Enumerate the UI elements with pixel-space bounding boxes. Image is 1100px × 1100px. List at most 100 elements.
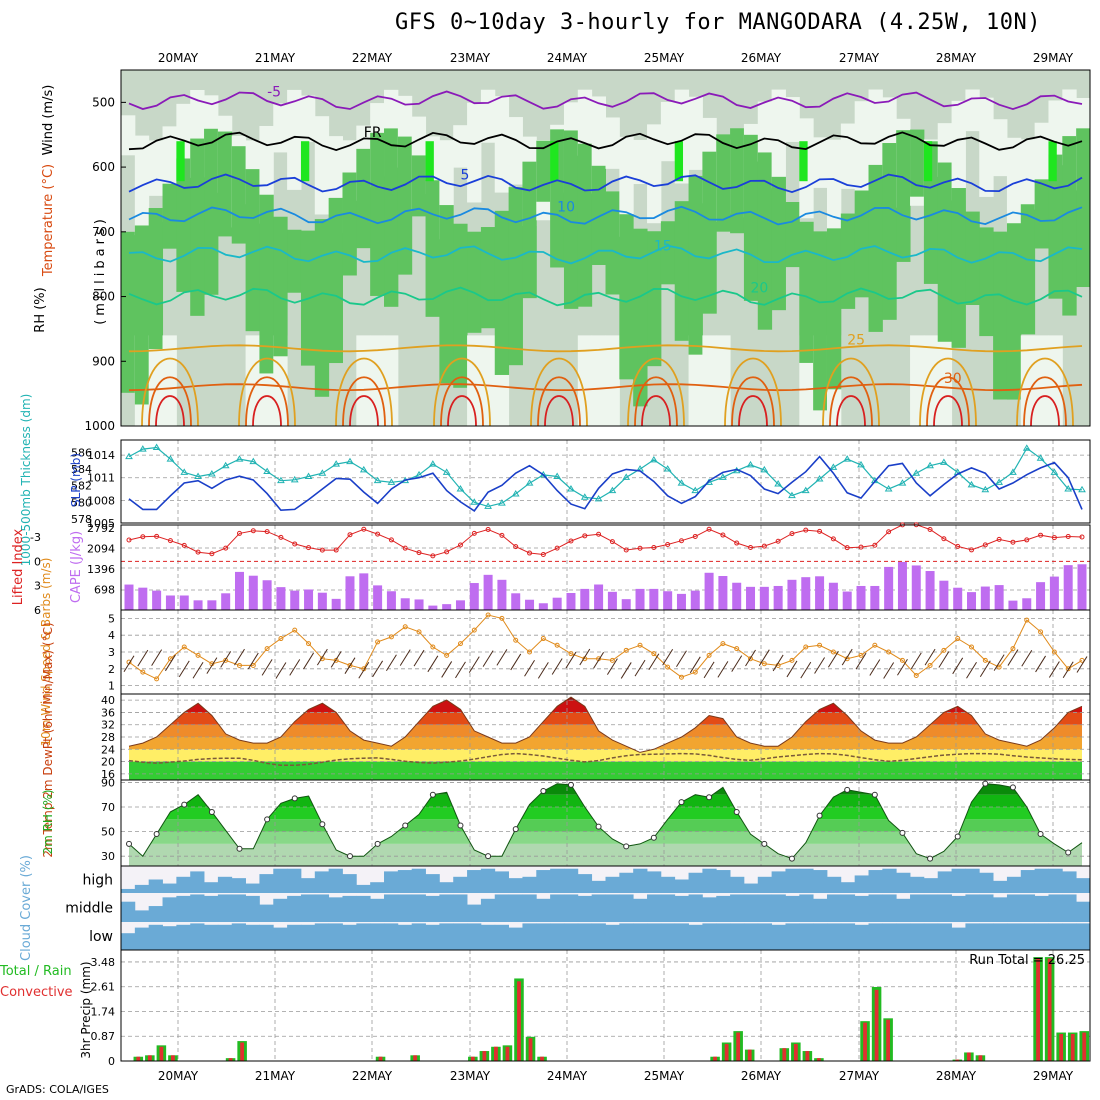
ylabel-lifted-index: Lifted Index (11, 528, 26, 605)
rh-saturated-patch (176, 141, 185, 182)
cloud-bar (134, 927, 150, 950)
bottom-day-label: 27MAY (839, 1069, 880, 1083)
rh-point (457, 822, 464, 829)
wind-speed-point (941, 647, 947, 653)
rh-moist-patch (480, 227, 496, 329)
rh-moist-patch (411, 155, 427, 217)
wind-speed-point (1024, 617, 1030, 623)
rh-dry-patch (1048, 335, 1063, 426)
cloud-bar (840, 882, 856, 893)
isotherm-dome (544, 395, 574, 427)
cloud-bar (467, 870, 482, 893)
cloud-bar (1076, 878, 1091, 893)
cape-bar (939, 580, 949, 610)
rh-moist-patch (522, 161, 537, 299)
isotherm-dome (238, 357, 296, 427)
thickness-tick-label: 580 (71, 496, 92, 509)
rh-moist-patch (993, 231, 1008, 400)
dewpoint-line (128, 752, 1083, 767)
precip-convective-bar (136, 1056, 141, 1061)
pressure-tick-label: 600 (92, 160, 115, 174)
rh-moist-patch (716, 134, 731, 232)
cloud-bar (1062, 923, 1077, 950)
rh-moist-patch (1048, 154, 1063, 299)
cloud-bar (480, 868, 496, 893)
cloud-bar (1006, 876, 1022, 893)
cloud-bar (508, 927, 523, 950)
cloud-bar (619, 923, 634, 950)
thickness-point (567, 484, 575, 492)
rh-point (982, 780, 989, 787)
isotherm-line (128, 344, 1083, 353)
cape-bar (746, 586, 756, 610)
lifted-index-point (1051, 535, 1057, 541)
cloud-bar (425, 895, 440, 922)
isotherm-dome (342, 376, 386, 427)
rh-moist-patch (287, 229, 302, 293)
cape-bar (594, 584, 604, 610)
thickness-point (484, 502, 492, 509)
thickness-point (221, 461, 230, 469)
cape-bar (234, 571, 244, 610)
rh-moist-patch (1076, 128, 1091, 288)
precip-convective-bar (805, 1051, 810, 1061)
thickness-point (940, 458, 948, 465)
rh-point (346, 853, 353, 860)
cloud-bar (688, 894, 703, 922)
rh-dry-patch (356, 335, 371, 426)
rh-moist-patch (162, 183, 177, 249)
pressure-tick-label: 500 (92, 95, 115, 109)
rh-moist-patch (896, 130, 911, 262)
cape-bar (759, 586, 769, 610)
cloud-bar (1048, 923, 1063, 950)
cloud-bar (439, 923, 454, 950)
cloud-bar (619, 872, 634, 893)
cloud-bar (245, 895, 260, 922)
rh-dry-patch (660, 101, 676, 162)
wind-barb (482, 650, 494, 667)
thickness-point (829, 463, 838, 470)
cloud-bar (854, 895, 869, 922)
precip-convective-bar (228, 1058, 233, 1061)
wind-barb (551, 658, 563, 675)
wind-barb (178, 660, 190, 678)
rh-dry-patch (314, 116, 330, 215)
cloud-bar (563, 894, 579, 922)
lifted-index-point (554, 545, 560, 551)
rh-point (650, 834, 657, 841)
rh-moist-patch (1062, 136, 1077, 316)
rh-moist-patch (910, 129, 925, 197)
isotherm-label: 5 (460, 167, 469, 183)
rh-point (402, 822, 409, 829)
top-day-label: 20MAY (158, 51, 199, 65)
cloud-bar (785, 895, 800, 922)
lifted-tick-label: 0 (34, 555, 41, 568)
thickness-point (553, 472, 562, 480)
cloud-bar (702, 897, 717, 922)
temp-band (129, 749, 1082, 762)
rh-moist-patch (508, 187, 523, 366)
top-day-label: 24MAY (547, 51, 588, 65)
rh-moist-patch (563, 130, 579, 309)
temp-tick-label: 24 (101, 743, 115, 756)
lifted-index-point (789, 531, 795, 537)
top-day-label: 21MAY (255, 51, 296, 65)
cloud-bar (757, 923, 773, 950)
rh-tick-label: 50 (101, 826, 115, 839)
cloud-bar (522, 923, 537, 950)
lifted-index-point (540, 551, 546, 557)
isotherm-dome (447, 395, 477, 427)
thickness-tick-label: 578 (71, 513, 92, 526)
rh-point (595, 823, 602, 830)
precip-convective-bar (517, 981, 521, 1061)
cape-bar (897, 561, 907, 610)
wind-speed-point (250, 662, 256, 668)
isotherm-dome (738, 395, 768, 427)
rh-point (844, 786, 851, 793)
wind-barb (606, 658, 618, 675)
cloud-bar (314, 923, 330, 950)
precip-panel (120, 949, 1091, 1062)
cloud-bar (813, 870, 828, 893)
precip-convective-bar (378, 1056, 383, 1061)
